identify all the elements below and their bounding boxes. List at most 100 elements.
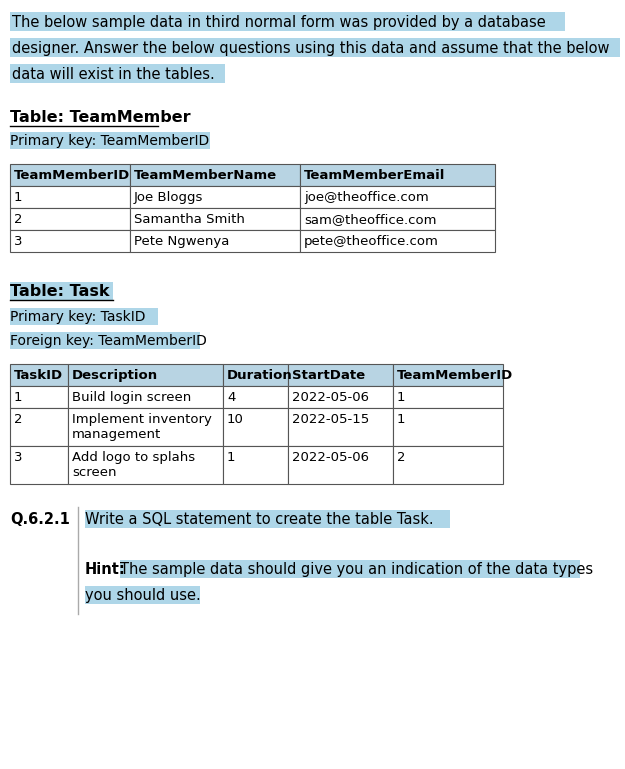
Text: 1: 1	[397, 413, 406, 426]
Text: Table: Task: Table: Task	[10, 284, 109, 299]
Bar	[288, 408, 393, 446]
Bar	[70, 449, 200, 464]
Bar	[70, 389, 200, 404]
Text: Joe Bloggs: Joe Bloggs	[134, 191, 203, 204]
Text: Description: Description	[72, 369, 158, 382]
Bar	[70, 411, 207, 426]
Bar	[70, 466, 116, 481]
Bar	[130, 186, 300, 208]
Bar	[132, 190, 206, 204]
Bar	[300, 186, 495, 208]
Text: Write a SQL statement to create the table Task.: Write a SQL statement to create the tabl…	[85, 512, 434, 527]
Bar	[10, 308, 158, 325]
Text: Build login screen: Build login screen	[72, 391, 191, 404]
Bar	[395, 389, 406, 404]
Bar	[223, 446, 288, 484]
Bar	[132, 234, 220, 248]
Bar	[10, 332, 200, 349]
Bar	[132, 212, 234, 226]
Bar	[10, 164, 130, 186]
Text: TeamMemberName: TeamMemberName	[134, 169, 277, 182]
Bar	[300, 230, 495, 252]
Bar	[225, 389, 236, 404]
Text: 2: 2	[14, 213, 22, 226]
Text: Add logo to splahs
screen: Add logo to splahs screen	[72, 451, 195, 479]
Bar	[302, 190, 425, 204]
Bar	[10, 186, 130, 208]
Text: 1: 1	[397, 391, 406, 404]
Text: designer. Answer the below questions using this data and assume that the below: designer. Answer the below questions usi…	[12, 41, 609, 56]
Text: The sample data should give you an indication of the data types: The sample data should give you an indic…	[120, 562, 593, 577]
Bar	[395, 449, 406, 464]
Bar	[130, 230, 300, 252]
Text: The below sample data in third normal form was provided by a database: The below sample data in third normal fo…	[12, 15, 546, 30]
Text: TeamMemberEmail: TeamMemberEmail	[304, 169, 446, 182]
Bar	[10, 12, 565, 31]
Text: Q.6.2.1: Q.6.2.1	[10, 512, 70, 527]
Text: 2022-05-06: 2022-05-06	[292, 391, 369, 404]
Text: Primary key: TeamMemberID: Primary key: TeamMemberID	[10, 134, 209, 148]
Bar	[70, 428, 144, 443]
Text: TaskID: TaskID	[14, 369, 63, 382]
Text: 3: 3	[14, 451, 22, 464]
Text: 4: 4	[227, 391, 236, 404]
Bar	[68, 446, 223, 484]
Text: Implement inventory
management: Implement inventory management	[72, 413, 212, 441]
Bar	[85, 510, 450, 528]
Bar	[302, 234, 432, 248]
Text: 1: 1	[227, 451, 236, 464]
Bar	[130, 164, 300, 186]
Bar	[225, 411, 243, 426]
Text: 1: 1	[14, 191, 22, 204]
Text: you should use.: you should use.	[85, 588, 201, 603]
Bar	[288, 446, 393, 484]
Bar	[10, 208, 130, 230]
Bar	[68, 408, 223, 446]
Bar	[393, 446, 503, 484]
Bar	[288, 386, 393, 408]
Text: 1: 1	[14, 391, 22, 404]
Text: 2022-05-06: 2022-05-06	[292, 451, 369, 464]
Text: Duration: Duration	[227, 369, 292, 382]
Bar	[300, 164, 495, 186]
Text: Primary key: TaskID: Primary key: TaskID	[10, 310, 146, 324]
Text: 2: 2	[14, 413, 22, 426]
Text: pete@theoffice.com: pete@theoffice.com	[304, 235, 439, 248]
Bar	[68, 364, 223, 386]
Text: Foreign key: TeamMemberID: Foreign key: TeamMemberID	[10, 334, 207, 348]
Text: StartDate: StartDate	[292, 369, 365, 382]
Bar	[393, 364, 503, 386]
Text: joe@theoffice.com: joe@theoffice.com	[304, 191, 429, 204]
Bar	[10, 446, 68, 484]
Bar	[10, 230, 130, 252]
Bar	[10, 408, 68, 446]
Bar	[10, 386, 68, 408]
Text: 2022-05-15: 2022-05-15	[292, 413, 369, 426]
Bar	[10, 364, 68, 386]
Text: sam@theoffice.com: sam@theoffice.com	[304, 213, 436, 226]
Text: Hint:: Hint:	[85, 562, 126, 577]
Text: 2: 2	[397, 451, 406, 464]
Bar	[393, 386, 503, 408]
Bar	[10, 132, 210, 149]
Text: Pete Ngwenya: Pete Ngwenya	[134, 235, 229, 248]
Text: TeamMemberID: TeamMemberID	[397, 369, 513, 382]
Bar	[10, 38, 620, 57]
Text: 10: 10	[227, 413, 244, 426]
Bar	[85, 586, 200, 604]
Bar	[120, 560, 580, 578]
Bar	[225, 449, 236, 464]
Bar	[395, 411, 406, 426]
Bar	[10, 64, 225, 83]
Bar	[302, 212, 425, 226]
Text: Samantha Smith: Samantha Smith	[134, 213, 245, 226]
Bar	[223, 364, 288, 386]
Text: Table: TeamMember: Table: TeamMember	[10, 110, 191, 125]
Bar	[223, 386, 288, 408]
Bar	[223, 408, 288, 446]
Bar	[300, 208, 495, 230]
Bar	[288, 364, 393, 386]
Bar	[393, 408, 503, 446]
Bar	[10, 282, 113, 301]
Bar	[130, 208, 300, 230]
